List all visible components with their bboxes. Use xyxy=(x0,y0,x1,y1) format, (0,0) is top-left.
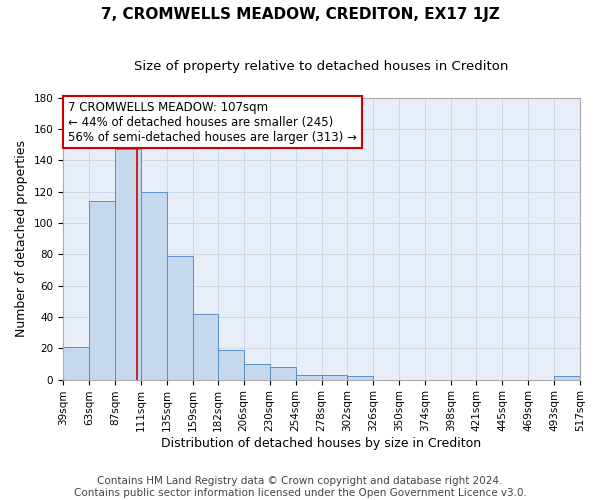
Bar xyxy=(322,375,347,380)
Title: Size of property relative to detached houses in Crediton: Size of property relative to detached ho… xyxy=(134,60,509,73)
Bar xyxy=(89,201,115,380)
Bar xyxy=(167,256,193,380)
Text: Contains HM Land Registry data © Crown copyright and database right 2024.
Contai: Contains HM Land Registry data © Crown c… xyxy=(74,476,526,498)
Bar xyxy=(63,346,89,380)
Bar xyxy=(141,192,167,380)
Bar xyxy=(347,376,373,380)
Bar xyxy=(554,376,580,380)
X-axis label: Distribution of detached houses by size in Crediton: Distribution of detached houses by size … xyxy=(161,437,482,450)
Bar xyxy=(115,150,141,380)
Y-axis label: Number of detached properties: Number of detached properties xyxy=(15,140,28,337)
Text: 7 CROMWELLS MEADOW: 107sqm
← 44% of detached houses are smaller (245)
56% of sem: 7 CROMWELLS MEADOW: 107sqm ← 44% of deta… xyxy=(68,100,357,144)
Bar xyxy=(296,375,322,380)
Bar xyxy=(244,364,269,380)
Bar xyxy=(269,367,296,380)
Bar xyxy=(193,314,218,380)
Text: 7, CROMWELLS MEADOW, CREDITON, EX17 1JZ: 7, CROMWELLS MEADOW, CREDITON, EX17 1JZ xyxy=(101,8,499,22)
Bar xyxy=(218,350,244,380)
